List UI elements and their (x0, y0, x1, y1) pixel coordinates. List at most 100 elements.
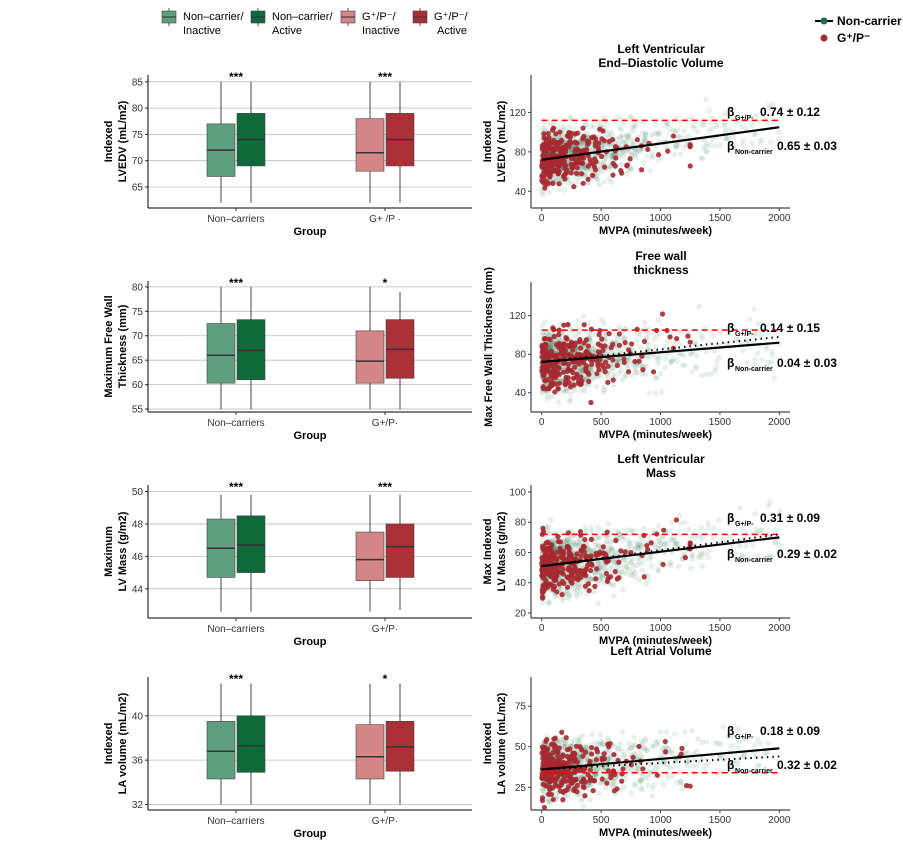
scatter-point-noncarrier (595, 534, 602, 540)
scatter-point-noncarrier (643, 354, 650, 360)
scatter-point-carrier (545, 130, 551, 137)
scatter-point-carrier (561, 341, 567, 347)
scatter-point-noncarrier (586, 546, 592, 552)
scatter-point-carrier (540, 525, 546, 531)
scatter-point-noncarrier (565, 793, 572, 799)
scatter-point-noncarrier (570, 539, 577, 546)
scatter-point-noncarrier (752, 356, 758, 363)
scatter-point-noncarrier (603, 538, 610, 545)
scatter-point-noncarrier (616, 114, 622, 121)
scatter-point-carrier (659, 311, 666, 317)
scatter-point-carrier (565, 321, 571, 328)
y-tick-label: 70 (132, 331, 144, 342)
scatter-point-noncarrier (601, 179, 608, 185)
scatter-point-noncarrier (617, 162, 623, 169)
scatter-point-noncarrier (603, 154, 609, 161)
scatter-point-noncarrier (718, 741, 724, 747)
scatter-point-noncarrier (680, 128, 687, 134)
scatter-point-carrier (576, 378, 582, 384)
beta-symbol: β (727, 758, 734, 772)
scatter-point-noncarrier (664, 541, 670, 548)
scatter-point-noncarrier (595, 543, 601, 550)
scatter-point-noncarrier (669, 773, 676, 779)
scatter-point-noncarrier (655, 742, 661, 748)
legend-label: Inactive (362, 25, 400, 37)
scatter-point-noncarrier (690, 763, 696, 770)
scatter-point-carrier (564, 167, 570, 173)
scatter-point-noncarrier (765, 554, 772, 560)
scatter-point-carrier (561, 354, 568, 360)
scatter-point-noncarrier (728, 547, 734, 553)
scatter-point-noncarrier (743, 542, 749, 549)
y-tick-label: 48 (132, 519, 144, 530)
y-axis-title: LVEDV (mL/m2) (117, 100, 129, 182)
scatter-point-noncarrier (633, 155, 639, 161)
scatter-point-noncarrier (739, 137, 746, 144)
beta-value: 0.18 ± 0.09 (760, 724, 820, 738)
scatter-point-noncarrier (740, 141, 746, 148)
beta-symbol: β (727, 321, 734, 335)
scatter-point-noncarrier (634, 545, 641, 551)
x-tick-label: 2000 (768, 213, 791, 224)
scatter-point-noncarrier (572, 542, 579, 548)
scatter-point-noncarrier (552, 175, 558, 181)
scatter-point-carrier (547, 162, 553, 168)
scatter-point-noncarrier (624, 537, 631, 544)
x-axis-title: Group (294, 636, 327, 648)
scatter-point-noncarrier (765, 359, 772, 366)
scatter-point-noncarrier (765, 102, 771, 109)
scatter-point-noncarrier (647, 769, 654, 776)
scatter-point-noncarrier (608, 548, 614, 554)
y-tick-label: 80 (515, 350, 527, 361)
scatter-point-carrier (540, 746, 546, 752)
scatter-point-noncarrier (699, 121, 706, 128)
scatter-point-carrier (557, 157, 563, 163)
scatter-point-noncarrier (702, 767, 708, 774)
scatter-point-carrier (543, 137, 549, 144)
scatter-point-noncarrier (709, 115, 716, 121)
scatter-point-noncarrier (615, 357, 622, 363)
scatter-point-carrier (573, 158, 580, 164)
beta-symbol: β (727, 139, 734, 153)
scatter-point-noncarrier (598, 780, 605, 786)
y-axis-title: Max Indexed (482, 518, 494, 584)
scatter-point-noncarrier (586, 547, 593, 553)
scatter-point-carrier (667, 334, 673, 340)
scatter-point-noncarrier (656, 538, 662, 544)
scatter-point-noncarrier (544, 330, 551, 337)
scatter-point-noncarrier (662, 356, 669, 362)
scatter-point-noncarrier (651, 743, 657, 750)
scatter-point-noncarrier (726, 761, 733, 768)
scatter-point-noncarrier (698, 554, 704, 561)
scatter-point-noncarrier (670, 534, 677, 540)
x-tick-label: 0 (539, 623, 545, 634)
scatter-point-noncarrier (611, 743, 618, 750)
scatter-point-carrier (563, 735, 569, 741)
scatter-point-noncarrier (694, 757, 701, 764)
scatter-point-noncarrier (576, 581, 582, 588)
scatter-point-noncarrier (548, 342, 554, 348)
scatter-point-noncarrier (607, 562, 614, 568)
scatter-point-noncarrier (628, 114, 634, 121)
legend-label: Non-carrier (837, 14, 902, 28)
scatter-point-noncarrier (645, 573, 652, 580)
scatter-point-noncarrier (708, 371, 715, 377)
scatter-point-noncarrier (630, 743, 637, 749)
scatter-point-carrier (539, 795, 546, 801)
scatter-point-carrier (562, 773, 568, 779)
scatter-point-carrier (553, 577, 559, 583)
y-axis-title: Maximum Free Wall (103, 295, 115, 397)
scatter-point-noncarrier (690, 122, 697, 129)
scatter-point-carrier (540, 559, 546, 566)
scatter-point-noncarrier (742, 735, 749, 742)
scatter-point-carrier (596, 351, 603, 357)
scatter-point-noncarrier (621, 148, 627, 155)
scatter-point-noncarrier (610, 365, 616, 372)
box (236, 81, 266, 203)
scatter-point-noncarrier (576, 330, 582, 337)
scatter-point-noncarrier (578, 797, 585, 804)
scatter-point-noncarrier (758, 332, 764, 339)
x-tick-label: 1000 (649, 815, 672, 826)
